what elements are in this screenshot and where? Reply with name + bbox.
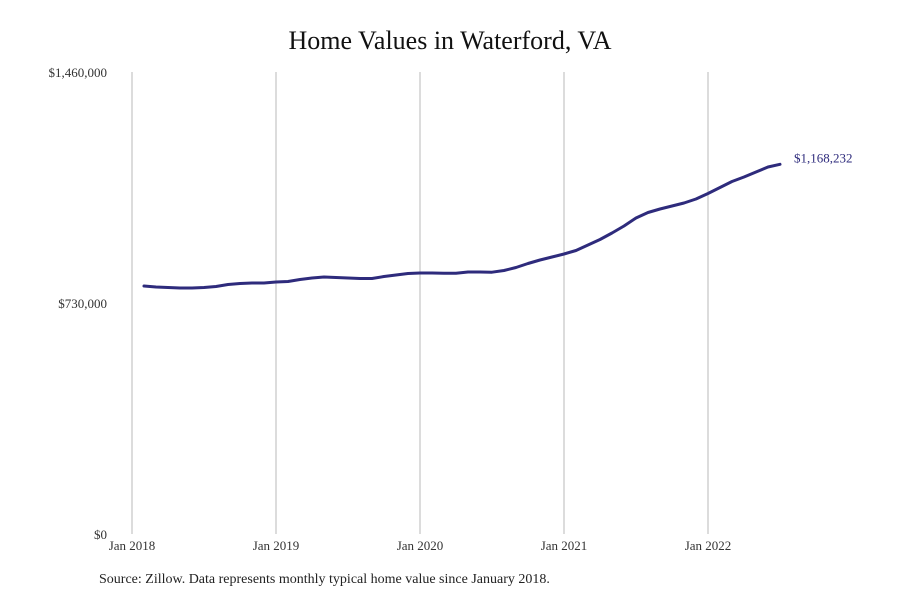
end-value-label: $1,168,232: [794, 150, 853, 165]
source-note: Source: Zillow. Data represents monthly …: [99, 572, 550, 587]
y-tick-label: $0: [94, 527, 107, 542]
chart-title: Home Values in Waterford, VA: [288, 26, 612, 55]
x-tick-label: Jan 2018: [109, 538, 156, 553]
x-tick-label: Jan 2021: [541, 538, 588, 553]
x-tick-label: Jan 2020: [397, 538, 444, 553]
y-tick-label: $1,460,000: [49, 65, 108, 80]
y-tick-label: $730,000: [58, 296, 107, 311]
x-tick-label: Jan 2019: [253, 538, 300, 553]
series-line: [142, 162, 782, 290]
x-tick-label: Jan 2022: [685, 538, 732, 553]
